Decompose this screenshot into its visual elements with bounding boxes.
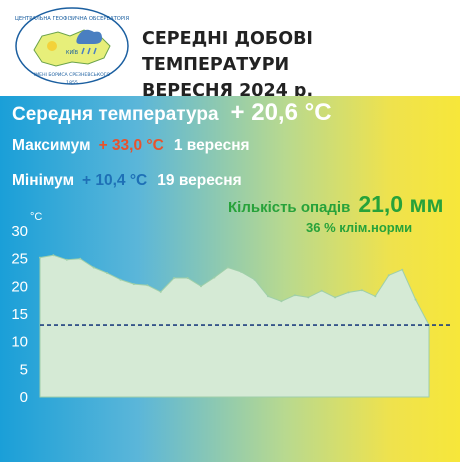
data-point bbox=[52, 254, 55, 257]
observatory-logo: ЦЕНТРАЛЬНА ГЕОФІЗИЧНА ОБСЕРВАТОРІЯ КИЇВ … bbox=[15, 7, 130, 86]
data-point bbox=[173, 277, 176, 279]
data-point bbox=[293, 294, 296, 297]
title-line-1: СЕРЕДНІ ДОБОВІ ТЕМПЕРАТУРИ bbox=[142, 29, 313, 75]
logo-text-top: ЦЕНТРАЛЬНА ГЕОФІЗИЧНА ОБСЕРВАТОРІЯ bbox=[15, 16, 130, 22]
data-point bbox=[347, 291, 350, 294]
data-point bbox=[186, 277, 189, 279]
logo-city: КИЇВ bbox=[66, 49, 79, 56]
data-point bbox=[387, 274, 390, 277]
precipitation-value: 21,0 мм bbox=[358, 191, 444, 217]
y-tick-label: 0 bbox=[20, 389, 28, 406]
precipitation-norm: 36 % клім.норми bbox=[306, 220, 413, 235]
data-point bbox=[334, 296, 337, 299]
minimum-value: + 10,4 °C bbox=[82, 172, 148, 189]
y-axis-ticks: 0 5 10 15 20 25 30 bbox=[11, 223, 28, 406]
data-point bbox=[92, 266, 95, 269]
data-point bbox=[401, 268, 404, 271]
y-axis-unit: °C bbox=[30, 211, 42, 223]
average-label: Середня температура bbox=[12, 104, 219, 125]
data-point bbox=[106, 272, 109, 275]
data-point bbox=[307, 296, 310, 299]
data-point bbox=[280, 300, 283, 303]
y-tick-label: 10 bbox=[11, 334, 28, 351]
page-title: СЕРЕДНІ ДОБОВІ ТЕМПЕРАТУРИ ВЕРЕСНЯ 2024 … bbox=[142, 26, 452, 104]
data-point bbox=[267, 295, 269, 298]
minimum-date: 19 вересня bbox=[157, 172, 242, 189]
average-value: + 20,6 °C bbox=[230, 99, 332, 126]
average-temperature: Середня температура + 20,6 °C bbox=[12, 99, 332, 127]
data-point bbox=[146, 284, 149, 287]
data-point bbox=[213, 276, 216, 279]
temperature-chart: °C 0 5 10 15 20 25 30 bbox=[11, 211, 452, 406]
maximum-label: Максимум bbox=[12, 137, 91, 154]
minimum-label: Мінімум bbox=[12, 172, 75, 189]
data-point bbox=[253, 278, 256, 281]
data-point bbox=[414, 298, 417, 301]
data-point bbox=[159, 290, 162, 293]
data-point bbox=[200, 285, 202, 288]
data-point bbox=[65, 258, 68, 261]
minimum-temperature: Мінімум + 10,4 °C 19 вересня bbox=[12, 172, 242, 190]
data-point bbox=[79, 257, 82, 260]
logo-year: 1855 bbox=[66, 80, 78, 86]
data-point bbox=[132, 283, 135, 286]
logo-text-bottom: ІМЕНІ БОРИСА СРЕЗНЕВСЬКОГО bbox=[34, 72, 111, 78]
data-point bbox=[360, 289, 363, 292]
data-point bbox=[226, 266, 229, 269]
maximum-date: 1 вересня bbox=[173, 137, 250, 154]
maximum-temperature: Максимум + 33,0 °C 1 вересня bbox=[12, 137, 250, 155]
temperature-area bbox=[39, 254, 430, 398]
plot-area bbox=[39, 254, 452, 398]
y-tick-label: 30 bbox=[11, 223, 28, 240]
y-tick-label: 25 bbox=[11, 251, 28, 268]
maximum-value: + 33,0 °C bbox=[98, 137, 164, 154]
y-tick-label: 20 bbox=[11, 278, 28, 295]
data-point bbox=[39, 256, 41, 259]
data-point bbox=[374, 295, 377, 298]
precipitation-label: Кількість опадів bbox=[228, 199, 351, 216]
data-point bbox=[320, 289, 323, 292]
precipitation: Кількість опадів 21,0 мм bbox=[228, 191, 444, 218]
y-tick-label: 15 bbox=[11, 306, 28, 323]
header: ЦЕНТРАЛЬНА ГЕОФІЗИЧНА ОБСЕРВАТОРІЯ КИЇВ … bbox=[0, 0, 460, 101]
data-point bbox=[240, 270, 243, 273]
data-point bbox=[119, 278, 122, 281]
y-tick-label: 5 bbox=[20, 361, 28, 378]
